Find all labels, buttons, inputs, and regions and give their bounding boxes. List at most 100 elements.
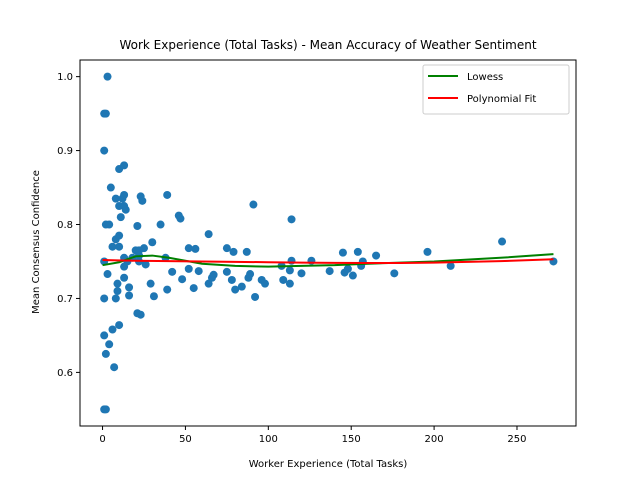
scatter-point bbox=[120, 190, 129, 199]
scatter-point bbox=[125, 291, 134, 300]
x-tick-label: 100 bbox=[259, 434, 278, 445]
scatter-point bbox=[108, 242, 117, 251]
scatter-point bbox=[343, 264, 352, 273]
scatter-point bbox=[100, 331, 109, 340]
scatter-point bbox=[120, 161, 129, 170]
scatter-point bbox=[222, 267, 231, 276]
scatter-point bbox=[101, 109, 110, 118]
scatter-point bbox=[115, 321, 124, 330]
scatter-point bbox=[116, 213, 125, 222]
scatter-point bbox=[261, 279, 270, 288]
scatter-point bbox=[287, 256, 296, 265]
scatter-point bbox=[105, 340, 114, 349]
scatter-point bbox=[120, 273, 129, 282]
scatter-point bbox=[287, 215, 296, 224]
scatter-point bbox=[106, 183, 115, 192]
scatter-point bbox=[149, 292, 158, 301]
x-axis-label: Worker Experience (Total Tasks) bbox=[249, 459, 408, 470]
scatter-point bbox=[285, 279, 294, 288]
scatter-point bbox=[139, 244, 148, 253]
y-axis: 0.6 0.7 0.8 0.9 1.0 bbox=[57, 72, 80, 379]
scatter-point bbox=[156, 220, 165, 229]
scatter-point bbox=[251, 292, 260, 301]
scatter-point bbox=[111, 294, 120, 303]
scatter-point bbox=[325, 267, 334, 276]
scatter-point bbox=[348, 271, 357, 280]
y-tick-label: 0.6 bbox=[57, 368, 73, 379]
scatter-point bbox=[163, 190, 172, 199]
x-tick-label: 0 bbox=[99, 434, 105, 445]
legend-label-lowess: Lowess bbox=[467, 72, 503, 83]
scatter-point bbox=[227, 275, 236, 284]
scatter-point bbox=[285, 266, 294, 275]
scatter-point bbox=[178, 275, 187, 284]
plot-area bbox=[79, 59, 577, 427]
scatter-point bbox=[163, 285, 172, 294]
y-tick-label: 1.0 bbox=[57, 72, 73, 83]
scatter-point bbox=[136, 310, 145, 319]
scatter-point bbox=[101, 349, 110, 358]
scatter-point bbox=[297, 269, 306, 278]
scatter-point bbox=[121, 205, 130, 214]
scatter-point bbox=[353, 247, 362, 256]
scatter-point bbox=[113, 287, 122, 296]
x-axis: 0 50 100 150 200 250 bbox=[99, 426, 527, 445]
scatter-point bbox=[231, 285, 240, 294]
scatter-point bbox=[229, 247, 238, 256]
scatter-point bbox=[103, 72, 112, 81]
scatter-point bbox=[246, 270, 255, 279]
scatter-point bbox=[101, 405, 110, 414]
x-tick-label: 50 bbox=[179, 434, 192, 445]
scatter-point bbox=[498, 237, 507, 246]
axes-frame bbox=[79, 59, 577, 427]
scatter-point bbox=[108, 325, 117, 334]
y-tick-label: 0.9 bbox=[57, 146, 73, 157]
scatter-point bbox=[338, 248, 347, 257]
scatter-point bbox=[113, 279, 122, 288]
scatter-point bbox=[103, 270, 112, 279]
scatter-point bbox=[191, 244, 200, 253]
x-tick-label: 200 bbox=[425, 434, 444, 445]
legend-box bbox=[422, 64, 570, 115]
y-axis-label: Mean Consensus Confidence bbox=[31, 170, 42, 314]
scatter-point bbox=[372, 251, 381, 260]
scatter-point bbox=[209, 270, 218, 279]
scatter-point bbox=[146, 279, 155, 288]
scatter-point bbox=[222, 244, 231, 253]
legend-label-polynomial-fit: Polynomial Fit bbox=[467, 94, 536, 105]
scatter-point bbox=[141, 260, 150, 269]
scatter-point bbox=[105, 220, 114, 229]
y-tick-label: 0.7 bbox=[57, 294, 73, 305]
chart-title: Work Experience (Total Tasks) - Mean Acc… bbox=[119, 38, 536, 52]
scatter-point bbox=[133, 221, 142, 230]
scatter-point bbox=[423, 247, 432, 256]
scatter-point bbox=[249, 200, 258, 209]
series-line-polynomial-fit bbox=[102, 258, 554, 264]
scatter-point bbox=[237, 282, 246, 291]
scatter-point bbox=[125, 283, 134, 292]
scatter-point bbox=[204, 230, 213, 239]
scatter-point bbox=[204, 279, 213, 288]
scatter-point bbox=[194, 267, 203, 276]
scatter-point bbox=[242, 247, 251, 256]
scatter-point bbox=[446, 261, 455, 270]
y-tick-label: 0.8 bbox=[57, 220, 73, 231]
scatter-point bbox=[138, 196, 147, 205]
scatter-point bbox=[100, 146, 109, 155]
x-tick-label: 250 bbox=[507, 434, 526, 445]
scatter-point bbox=[176, 214, 185, 223]
scatter-point bbox=[148, 238, 157, 247]
scatter-point bbox=[184, 244, 193, 253]
scatter-point bbox=[189, 284, 198, 293]
scatter-point bbox=[184, 264, 193, 273]
legend: Lowess Polynomial Fit bbox=[422, 64, 570, 115]
scatter-point bbox=[110, 363, 119, 372]
scatter-point bbox=[111, 194, 120, 203]
scatter-point bbox=[100, 294, 109, 303]
scatter-point bbox=[279, 275, 288, 284]
scatter-point bbox=[115, 242, 124, 251]
scatter-point bbox=[390, 269, 399, 278]
scatter-point bbox=[115, 231, 124, 240]
